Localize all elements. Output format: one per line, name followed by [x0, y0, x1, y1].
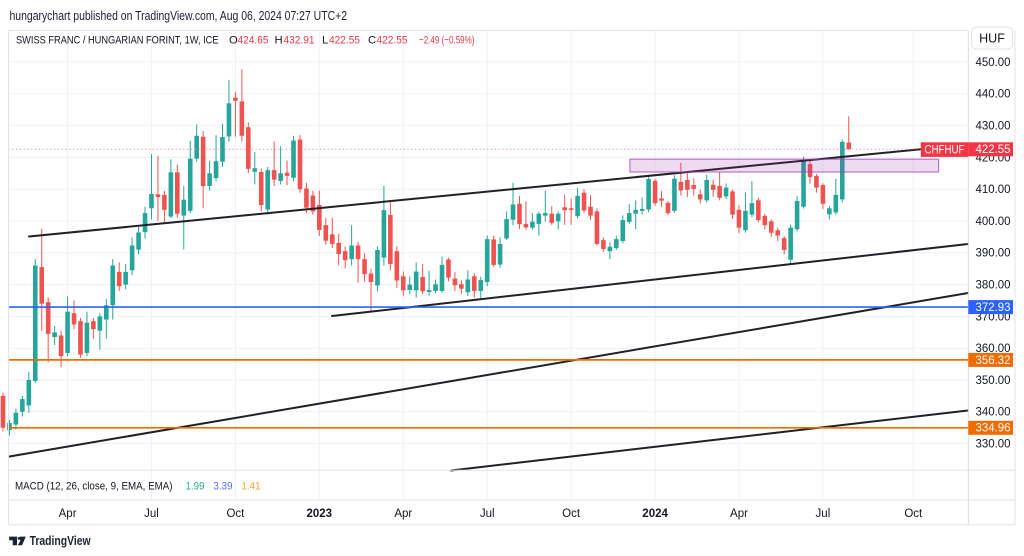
svg-text:330.00: 330.00: [976, 439, 1011, 451]
svg-text:432.91: 432.91: [284, 35, 315, 47]
svg-text:Apr: Apr: [730, 508, 748, 520]
svg-text:hungarychart published on Trad: hungarychart published on TradingView.co…: [10, 8, 348, 23]
svg-text:−2.49 (−0.59%): −2.49 (−0.59%): [419, 35, 475, 47]
svg-text:390.00: 390.00: [976, 248, 1011, 260]
svg-text:HUF: HUF: [979, 32, 1005, 46]
svg-text:CHFHUF: CHFHUF: [925, 145, 965, 157]
svg-text:Oct: Oct: [562, 508, 581, 520]
svg-text:1.41: 1.41: [242, 481, 261, 493]
svg-text:TradingView: TradingView: [30, 534, 91, 548]
svg-text:410.00: 410.00: [976, 184, 1011, 196]
svg-text:430.00: 430.00: [976, 121, 1011, 133]
svg-text:Jul: Jul: [144, 508, 159, 520]
svg-text:422.55: 422.55: [976, 144, 1011, 156]
svg-text:Jul: Jul: [480, 508, 495, 520]
svg-text:380.00: 380.00: [976, 280, 1011, 292]
svg-text:O: O: [229, 35, 238, 47]
svg-text:340.00: 340.00: [976, 407, 1011, 419]
svg-text:Oct: Oct: [904, 508, 923, 520]
svg-text:422.55: 422.55: [377, 35, 408, 47]
svg-text:2024: 2024: [642, 508, 668, 520]
svg-text:1.99: 1.99: [186, 481, 205, 493]
svg-text:Apr: Apr: [59, 508, 77, 520]
svg-text:372.93: 372.93: [976, 302, 1011, 314]
svg-text:3.39: 3.39: [214, 481, 233, 493]
svg-text:C: C: [368, 35, 376, 47]
svg-text:350.00: 350.00: [976, 375, 1011, 387]
svg-text:450.00: 450.00: [976, 57, 1011, 69]
svg-text:SWISS FRANC / HUNGARIAN FORINT: SWISS FRANC / HUNGARIAN FORINT, 1W, ICE: [16, 35, 219, 47]
svg-text:334.96: 334.96: [976, 423, 1011, 435]
svg-text:422.55: 422.55: [329, 35, 360, 47]
svg-text:H: H: [275, 35, 283, 47]
svg-text:356.32: 356.32: [976, 355, 1011, 367]
svg-text:Apr: Apr: [394, 508, 412, 520]
svg-text:424.65: 424.65: [238, 35, 269, 47]
svg-text:440.00: 440.00: [976, 89, 1011, 101]
svg-text:MACD (12, 26, close, 9, EMA, E: MACD (12, 26, close, 9, EMA, EMA): [15, 481, 173, 493]
svg-text:Oct: Oct: [226, 508, 245, 520]
svg-text:2023: 2023: [307, 508, 333, 520]
svg-text:360.00: 360.00: [976, 343, 1011, 355]
svg-text:400.00: 400.00: [976, 216, 1011, 228]
svg-text:L: L: [322, 35, 328, 47]
svg-text:Jul: Jul: [816, 508, 831, 520]
svg-text:370.00: 370.00: [976, 311, 1011, 323]
